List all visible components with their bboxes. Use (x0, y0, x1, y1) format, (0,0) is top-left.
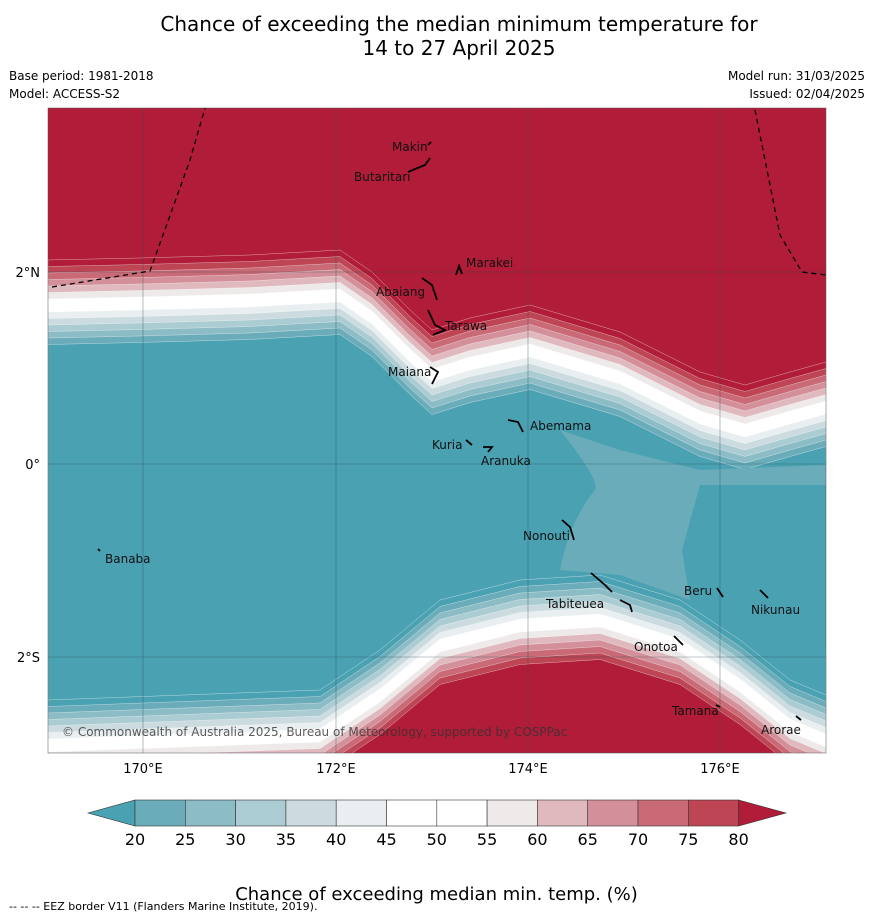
colorbar-tick-label: 80 (728, 830, 748, 849)
colorbar-segment (285, 799, 337, 827)
place-label: Tarawa (444, 319, 487, 333)
lat-label: 2°N (16, 266, 41, 281)
eez-border (51, 108, 826, 288)
place-labels: Makin Butaritari Marakei Abaiang Tarawa Maian… (105, 140, 801, 737)
latitude-labels: 2°N 0° 2°S (16, 266, 41, 666)
place-label: Maiana (388, 365, 431, 379)
colorbar-tick-label: 60 (527, 830, 547, 849)
colorbar-tick-label: 45 (376, 830, 396, 849)
place-label: Kuria (432, 438, 463, 452)
colorbar-high-extension (738, 799, 788, 827)
place-label: Makin (392, 140, 428, 154)
lon-label: 170°E (123, 762, 163, 777)
place-label: Abemama (530, 419, 591, 433)
meta-left: Base period: 1981-2018 Model: ACCESS-S2 (9, 67, 154, 103)
colorbar-segment (134, 799, 186, 827)
lon-label: 172°E (316, 762, 356, 777)
mid-band-east (560, 430, 826, 600)
place-label: Onotoa (634, 640, 678, 654)
gridlines (48, 108, 826, 753)
place-label: Aranuka (481, 454, 531, 468)
copyright-notice: © Commonwealth of Australia 2025, Bureau… (62, 725, 567, 739)
colorbar: 20 25 30 35 40 45 50 55 60 65 70 75 80 (86, 799, 788, 849)
colorbar-segment (335, 799, 387, 827)
colorbar-segment (687, 799, 739, 827)
colorbar-segment (235, 799, 287, 827)
model-name: Model: ACCESS-S2 (9, 87, 121, 101)
map-area: Makin Butaritari Marakei Abaiang Tarawa Maian… (48, 108, 826, 753)
title-line-1: Chance of exceeding the median minimum t… (160, 12, 758, 36)
base-period: Base period: 1981-2018 (9, 69, 154, 83)
lat-label: 0° (25, 458, 40, 473)
eez-footnote: -- -- -- EEZ border V11 (Flanders Marine… (9, 900, 318, 913)
model-run: Model run: 31/03/2025 (727, 69, 865, 83)
issued-date: Issued: 02/04/2025 (749, 87, 865, 101)
colorbar-tick-label: 40 (326, 830, 346, 849)
colorbar-segment (537, 799, 589, 827)
colorbar-tick-label: 75 (678, 830, 698, 849)
place-label: Butaritari (354, 170, 411, 184)
colorbar-tick-label: 70 (628, 830, 648, 849)
lat-label: 2°S (17, 651, 40, 666)
place-label: Nikunau (751, 603, 800, 617)
colorbar-low-extension (86, 799, 136, 827)
islands (97, 141, 802, 721)
map-title: Chance of exceeding the median minimum t… (0, 12, 873, 60)
meta-right: Model run: 31/03/2025 Issued: 02/04/2025 (728, 67, 865, 103)
south-band-13 (351, 659, 776, 753)
lon-label: 174°E (508, 762, 548, 777)
longitude-labels: 170°E 172°E 174°E 176°E (123, 762, 740, 777)
colorbar-tick-label: 55 (477, 830, 497, 849)
map-frame (47, 107, 827, 754)
place-label: Beru (684, 584, 712, 598)
colorbar-segment (587, 799, 639, 827)
lon-label: 176°E (700, 762, 740, 777)
place-label: Banaba (105, 552, 151, 566)
southern-gradient-bands (48, 574, 826, 753)
colorbar-tick-label: 30 (225, 830, 245, 849)
place-label: Nonouti (523, 529, 570, 543)
colorbar-segment (386, 799, 438, 827)
place-label: Marakei (466, 256, 513, 270)
colorbar-segment (436, 799, 488, 827)
place-label: Tabiteuea (545, 597, 604, 611)
colorbar-tick-label: 65 (578, 830, 598, 849)
colorbar-label: Chance of exceeding median min. temp. (%… (235, 884, 638, 905)
colorbar-segment (486, 799, 538, 827)
title-line-2: 14 to 27 April 2025 (362, 36, 556, 60)
place-label: Tamana (671, 704, 719, 718)
colorbar-tick-label: 50 (427, 830, 447, 849)
place-label: Arorae (761, 723, 801, 737)
place-label: Abaiang (376, 285, 425, 299)
colorbar-tick-label: 25 (175, 830, 195, 849)
colorbar-tick-label: 20 (125, 830, 145, 849)
colorbar-segment (637, 799, 689, 827)
colorbar-segment (185, 799, 236, 827)
colorbar-tick-label: 35 (276, 830, 296, 849)
